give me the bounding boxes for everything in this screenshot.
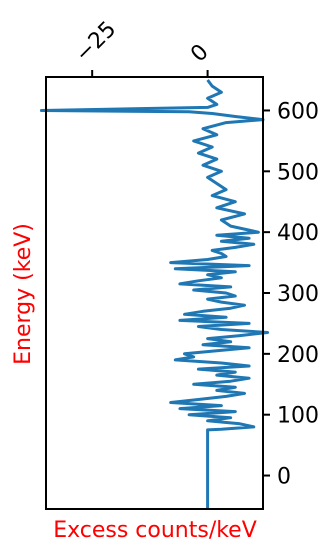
y-tick-label: 300: [277, 282, 319, 307]
x-axis-label: Excess counts/keV: [53, 518, 257, 543]
y-axis-label: Energy (keV): [11, 223, 36, 365]
y-tick-label: 400: [277, 221, 319, 246]
x-axis-ticks: −25 0: [71, 17, 214, 77]
y-tick-label: 100: [277, 404, 319, 429]
x-tick-label: −25: [71, 17, 122, 68]
y-tick-label: 200: [277, 343, 319, 368]
y-axis-ticks: 0 100 200 300 400 500 600: [263, 99, 319, 490]
x-tick-label: 0: [186, 40, 214, 68]
y-tick-label: 600: [277, 99, 319, 124]
y-tick-label: 500: [277, 160, 319, 185]
y-tick-label: 0: [277, 465, 291, 490]
series-line-0: [39, 79, 270, 509]
series-layer: [39, 79, 270, 509]
